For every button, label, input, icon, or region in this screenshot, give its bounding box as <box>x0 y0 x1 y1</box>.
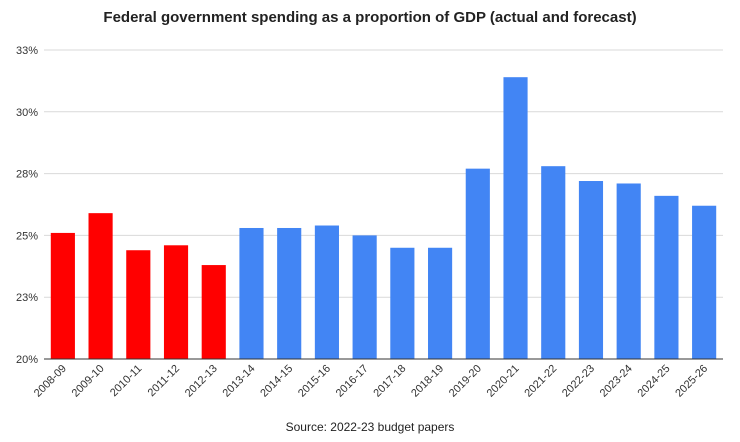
x-tick-label: 2008-09 <box>32 363 69 400</box>
x-tick-label: 2015-16 <box>296 363 333 400</box>
bar-2020-21 <box>503 77 528 359</box>
x-tick-label: 2014-15 <box>258 363 295 400</box>
x-tick-label: 2019-20 <box>447 363 484 400</box>
y-axis-tick-labels: 20% 23% 25% 28% 30% 33% <box>16 45 38 366</box>
x-tick-label: 2023-24 <box>598 363 635 400</box>
y-tick-label: 28% <box>16 169 38 181</box>
chart-title: Federal government spending as a proport… <box>103 9 637 26</box>
x-tick-label: 2022-23 <box>560 363 597 400</box>
bar-2014-15 <box>277 227 302 359</box>
bar-2022-23 <box>578 181 604 359</box>
bar-2016-17 <box>352 235 377 359</box>
bar-2015-16 <box>314 225 339 359</box>
y-tick-label: 23% <box>16 292 38 304</box>
bars <box>50 77 717 359</box>
y-tick-label: 20% <box>16 354 38 366</box>
bar-2017-18 <box>390 247 415 359</box>
bar-2010-11 <box>126 250 151 359</box>
bar-2025-26 <box>692 205 717 359</box>
y-tick-label: 33% <box>16 45 38 57</box>
x-tick-label: 2011-12 <box>146 363 182 399</box>
x-axis-tick-labels: 2008-09 2009-10 2010-11 2011-12 2012-13 2013-… <box>32 363 710 400</box>
bar-2011-12 <box>163 245 189 359</box>
x-tick-label: 2024-25 <box>636 363 673 400</box>
x-tick-label: 2010-11 <box>108 363 144 399</box>
x-tick-label: 2012-13 <box>183 363 220 400</box>
x-tick-label: 2020-21 <box>485 363 522 400</box>
x-tick-label: 2017-18 <box>371 363 408 400</box>
x-tick-label: 2009-10 <box>70 363 107 400</box>
y-tick-label: 25% <box>16 230 38 242</box>
bar-2009-10 <box>88 213 113 359</box>
bar-2008-09 <box>50 232 75 359</box>
bar-2018-19 <box>428 247 453 359</box>
bar-2019-20 <box>465 168 490 359</box>
bar-2012-13 <box>201 265 226 359</box>
x-tick-label: 2025-26 <box>673 363 710 400</box>
bar-2024-25 <box>654 195 679 359</box>
y-tick-label: 30% <box>16 107 38 119</box>
x-tick-label: 2021-22 <box>522 363 559 400</box>
x-tick-label: 2018-19 <box>409 363 446 400</box>
bar-2021-22 <box>541 166 566 359</box>
x-tick-label: 2016-17 <box>334 363 371 400</box>
bar-2013-14 <box>239 227 264 359</box>
chart-source-note: Source: 2022-23 budget papers <box>285 420 455 434</box>
x-tick-label: 2013-14 <box>221 363 258 400</box>
bar-2023-24 <box>616 183 641 359</box>
